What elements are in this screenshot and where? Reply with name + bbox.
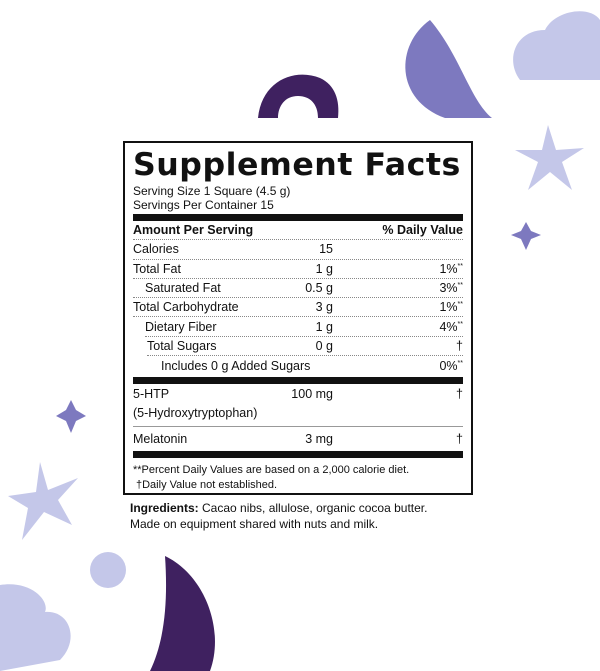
- servings-per-container: Servings Per Container 15: [133, 198, 274, 212]
- header-amount: Amount Per Serving: [133, 223, 254, 238]
- circle-decoration: [90, 552, 126, 588]
- row-amount: 15: [319, 242, 333, 257]
- sparkle-icon-left: [56, 400, 86, 433]
- table-header: Amount Per Serving % Daily Value: [133, 221, 463, 241]
- row-dv: 1%**: [439, 300, 463, 315]
- row-name: Total Sugars: [147, 338, 217, 353]
- row-name: Melatonin: [133, 432, 188, 447]
- divider-thick: [133, 451, 463, 459]
- cloud-icon-top-right: [513, 11, 600, 80]
- row-amount: 1 g: [315, 261, 333, 276]
- moon-icon-top: [405, 20, 492, 118]
- divider-thick: [133, 377, 463, 385]
- footnotes: **Percent Daily Values are based on a 2,…: [133, 463, 463, 493]
- row-dv: 1%**: [439, 261, 463, 276]
- active-row-melatonin: Melatonin 3 mg †: [133, 427, 463, 451]
- row-dv: †: [456, 432, 463, 447]
- table-row: Calories 15: [133, 240, 463, 260]
- row-name: 5-HTP: [133, 387, 170, 402]
- row-name: Dietary Fiber: [145, 319, 217, 334]
- row-dv: †: [456, 338, 463, 353]
- star-icon-right: [515, 125, 584, 190]
- header-dv: % Daily Value: [382, 223, 463, 238]
- row-amount: 3 g: [315, 300, 333, 315]
- active-row-5htp: 5-HTP 100 mg † (5-Hydroxytryptophan): [133, 384, 463, 428]
- row-name: Saturated Fat: [145, 281, 221, 296]
- table-row: Total Sugars 0 g †: [147, 337, 463, 357]
- table-row: Total Carbohydrate 3 g 1%**: [133, 298, 463, 318]
- table-row: Total Fat 1 g 1%**: [133, 260, 463, 279]
- serving-size: Serving Size 1 Square (4.5 g): [133, 184, 291, 198]
- dark-crescent-top: [258, 74, 339, 118]
- row-name: Total Fat: [133, 261, 181, 276]
- row-name: Total Carbohydrate: [133, 300, 239, 315]
- footnote-dv: **Percent Daily Values are based on a 2,…: [133, 464, 410, 477]
- row-dv: 0%**: [439, 358, 463, 373]
- table-row: Saturated Fat 0.5 g 3%**: [133, 279, 463, 299]
- row-subname: (5-Hydroxytryptophan): [133, 406, 258, 421]
- row-amount: 0 g: [315, 338, 333, 353]
- row-name: Calories: [133, 242, 179, 257]
- label-title: Supplement Facts: [133, 147, 461, 183]
- ingredients: Ingredients: Cacao nibs, allulose, organ…: [130, 500, 470, 532]
- divider-thick: [133, 214, 463, 221]
- footnote-dagger: †Daily Value not established.: [136, 479, 278, 492]
- star-icon-left: [8, 462, 78, 540]
- cloud-icon-bottom-left: [0, 584, 71, 671]
- row-name: Includes 0 g Added Sugars: [161, 358, 311, 373]
- row-amount: 0.5 g: [305, 281, 333, 296]
- table-row: Dietary Fiber 1 g 4%**: [145, 317, 463, 337]
- row-amount: 1 g: [315, 319, 333, 334]
- row-amount: 100 mg: [291, 387, 333, 402]
- table-row: Includes 0 g Added Sugars 0%**: [133, 356, 463, 375]
- allergen-note: Made on equipment shared with nuts and m…: [130, 517, 379, 531]
- row-amount: 3 mg: [305, 432, 333, 447]
- row-dv: 4%**: [439, 319, 463, 334]
- ingredients-label: Ingredients:: [130, 501, 199, 515]
- row-dv: †: [456, 387, 463, 402]
- row-dv: 3%**: [439, 281, 463, 296]
- dark-crescent-bottom: [150, 556, 215, 671]
- sparkle-icon-right: [511, 222, 541, 250]
- supplement-facts-label: Supplement Facts Serving Size 1 Square (…: [123, 141, 473, 495]
- ingredients-text: Cacao nibs, allulose, organic cocoa butt…: [198, 501, 428, 515]
